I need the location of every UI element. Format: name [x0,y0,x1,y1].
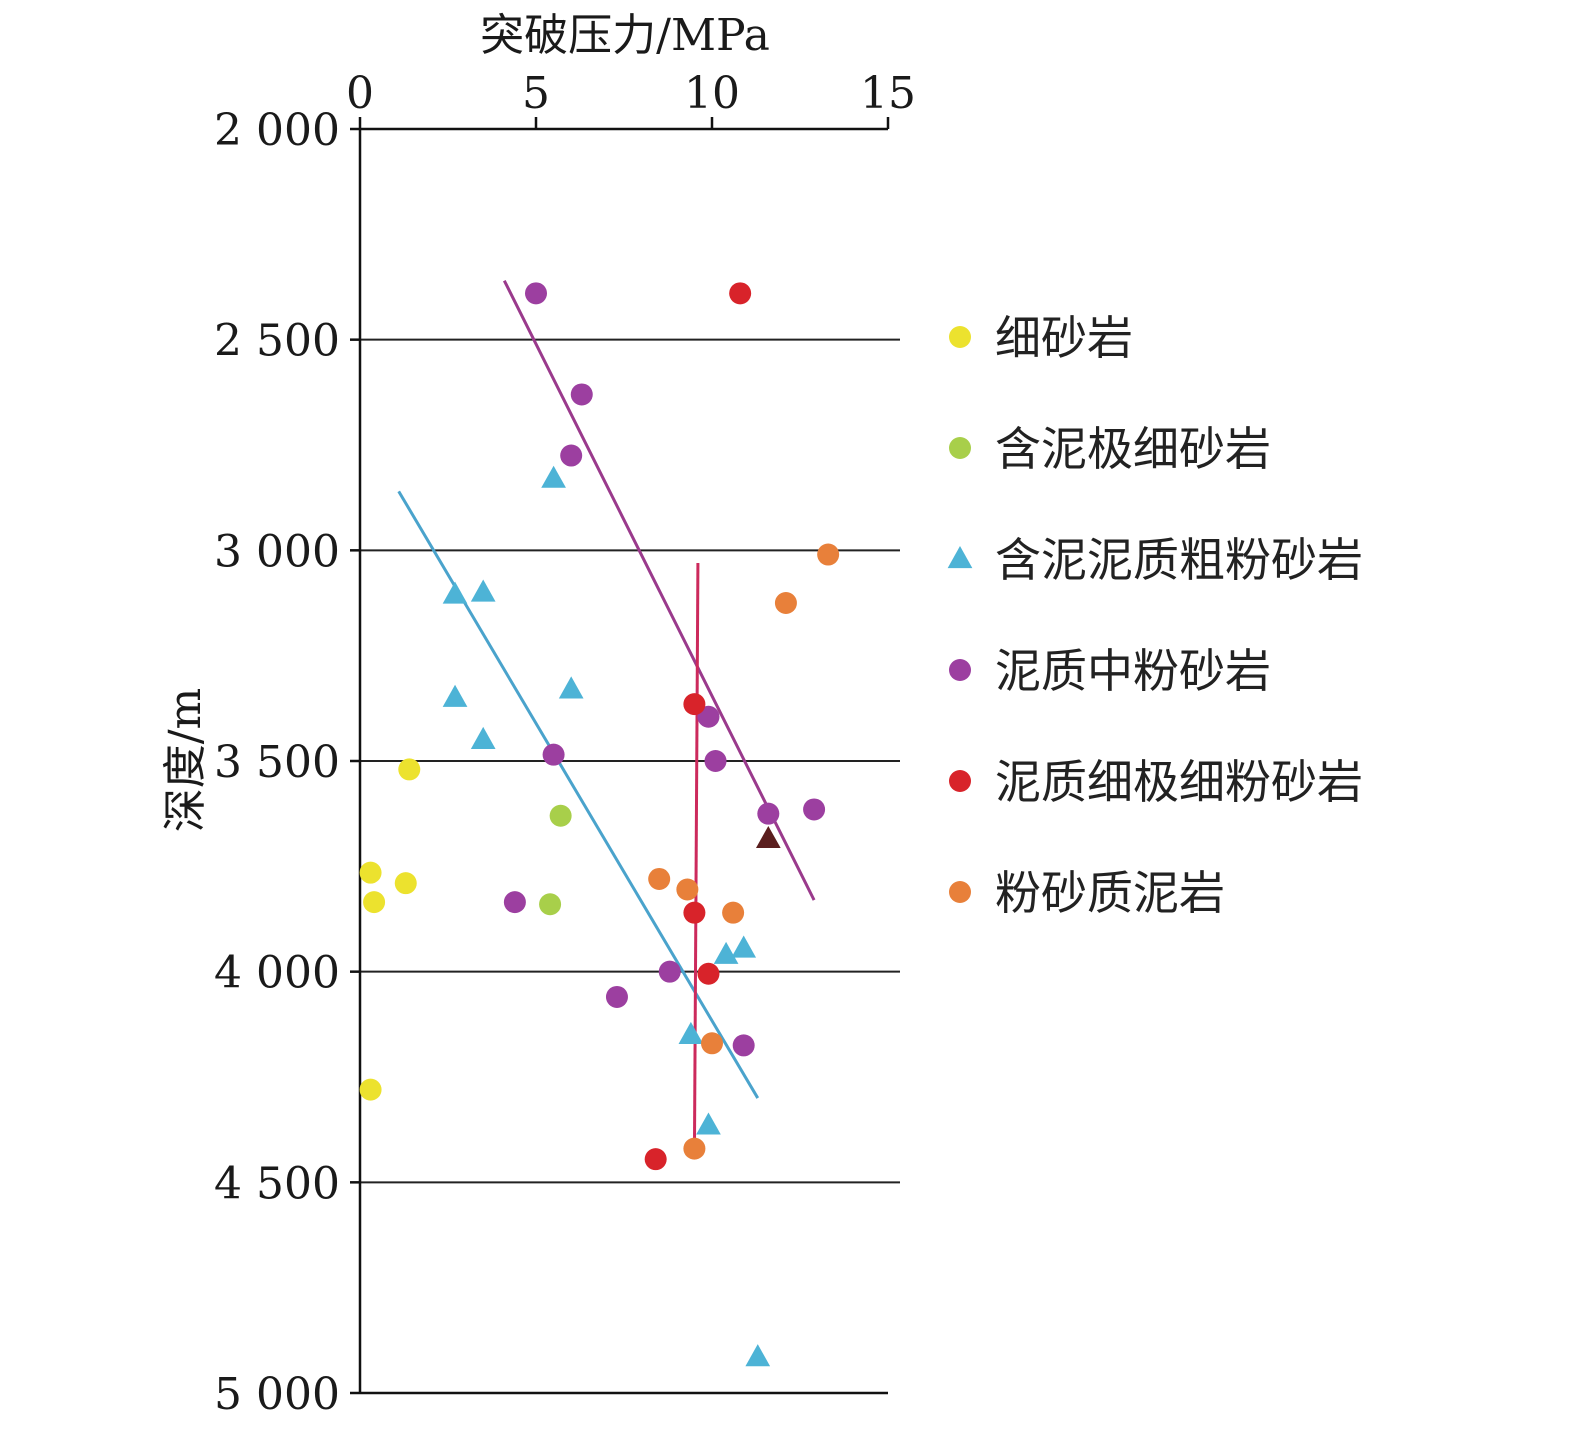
y-tick-label: 4 500 [214,1158,340,1209]
data-point [678,1021,704,1044]
data-point [570,383,593,406]
data-point [697,705,720,728]
legend-label: 含泥极细砂岩 [995,422,1271,476]
data-point [757,802,780,825]
legend-label: 泥质中粉砂岩 [995,644,1271,698]
data-point [558,676,584,699]
legend-marker [949,326,971,348]
data-point [729,282,752,305]
data-point [560,444,583,467]
data-point [683,901,706,924]
data-point [745,1344,771,1367]
data-point [817,543,840,566]
data-point [803,798,826,821]
y-axis-title: 深度/m [160,688,211,833]
data-point [359,1078,382,1101]
data-point [648,867,671,890]
legend-marker [949,437,971,459]
legend-marker [947,546,973,569]
data-point [470,579,496,602]
trend-lines [397,280,816,1158]
legend-label: 粉砂质泥岩 [995,866,1225,920]
legend-marker [949,881,971,903]
data-point [697,962,720,985]
y-tick-label: 5 000 [214,1369,340,1420]
y-tick-label: 2 500 [214,316,340,367]
x-tick-label: 10 [684,68,740,119]
data-point [713,941,739,964]
data-point [398,758,421,781]
legend-label: 细砂岩 [995,311,1133,365]
data-point [644,1148,667,1171]
data-point [732,1034,755,1057]
data-point [676,878,699,901]
legend-label: 泥质细极细粉砂岩 [995,755,1363,809]
x-tick-label: 0 [346,68,374,119]
data-point [549,804,572,827]
data-point [683,693,706,716]
data-point [442,684,468,707]
data-point [704,750,727,772]
y-tick-label: 4 000 [214,948,340,999]
x-tick-label: 5 [522,68,550,119]
data-point [696,1112,721,1135]
data-point [605,985,628,1008]
x-axis-title: 突破压力/MPa [480,10,770,61]
data-point [542,743,565,766]
data-points [359,282,840,1367]
y-tick-label: 3 000 [214,526,340,577]
data-point [470,726,496,750]
data-point [539,893,562,916]
data-point [683,1137,706,1160]
data-point [658,960,681,983]
data-point [363,891,386,914]
trend-line [502,280,816,901]
data-point [774,592,797,614]
data-point [503,891,526,914]
axes: 突破压力/MPa 深度/m 0 5 10 15 2 000 2 500 3 000 3 500… [160,10,916,1420]
data-point [722,901,745,924]
y-tick-label: 3 500 [214,737,340,788]
data-point [755,825,781,849]
trend-line [692,562,700,1158]
legend-marker [949,659,971,681]
data-point [701,1032,723,1055]
legend-label: 含泥泥质粗粉砂岩 [995,533,1363,587]
data-point [541,465,566,488]
data-point [442,581,468,604]
data-point [731,935,757,958]
data-point [359,861,382,884]
data-point [394,872,417,895]
trend-line [397,490,760,1099]
x-tick-label: 15 [860,68,916,119]
y-tick-label: 2 000 [214,105,340,156]
grid-lines [360,338,900,1184]
data-point [525,282,547,305]
legend-marker [949,770,971,792]
